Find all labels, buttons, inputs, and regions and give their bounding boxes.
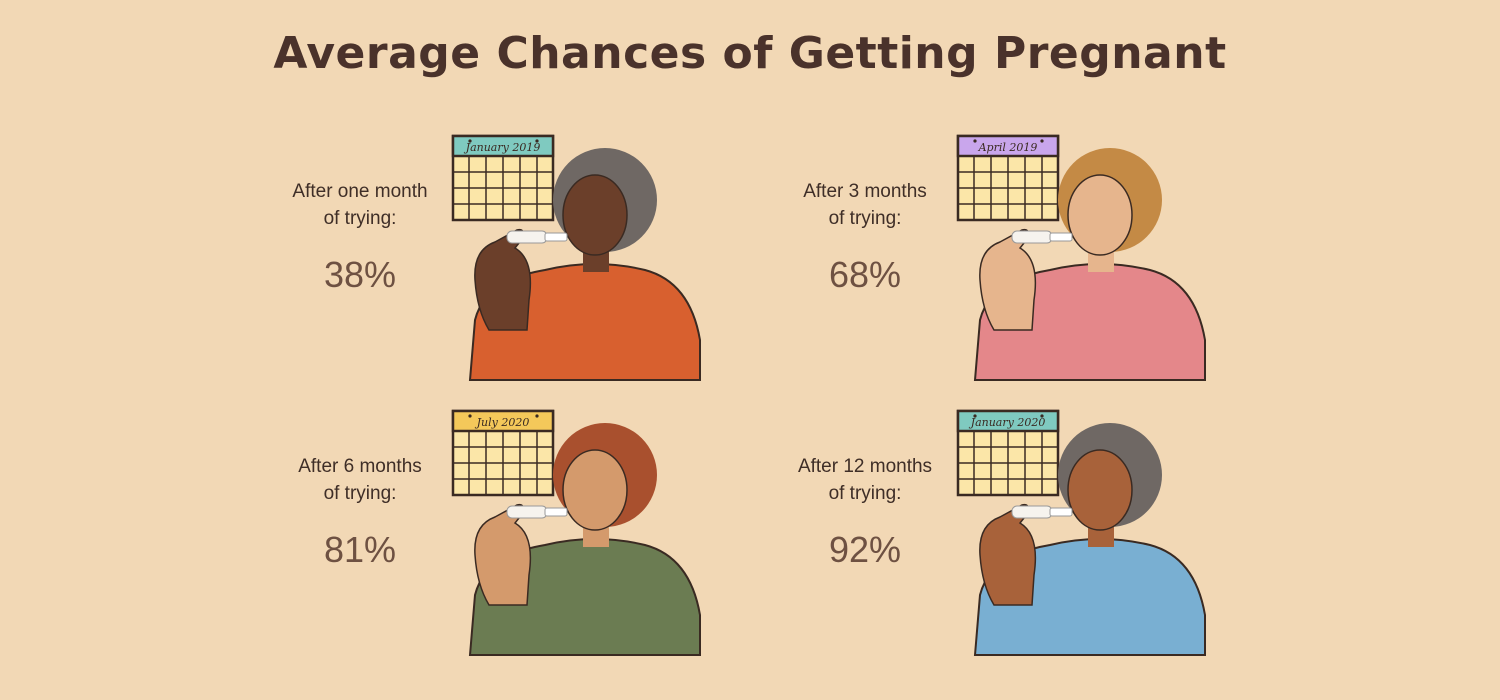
stat-panel-3: After 6 months of trying: 81% July 2020 [265, 405, 765, 665]
pregnancy-test-icon [1011, 230, 1073, 244]
stat-panel-4: After 12 months of trying: 92% January 2… [770, 405, 1270, 665]
calendar-icon: January 2020 [956, 409, 1060, 497]
stat-label-line1: After one month [292, 181, 428, 202]
stat-label-line2: of trying: [323, 483, 397, 504]
stat-panel-2: After 3 months of trying: 68% April 2019 [770, 130, 1270, 390]
calendar-icon: January 2019 [451, 134, 555, 222]
woman-with-pregnancy-test-illustration: July 2020 [451, 409, 701, 656]
stat-label-line1: After 3 months [803, 181, 927, 202]
woman-with-pregnancy-test-illustration: April 2019 [956, 134, 1206, 381]
stat-label-line1: After 6 months [298, 456, 422, 477]
woman-with-pregnancy-test-illustration: January 2019 [451, 134, 701, 381]
stat-label-line2: of trying: [828, 208, 902, 229]
stat-label-line2: of trying: [323, 208, 397, 229]
stat-label: After 12 months of trying: [780, 453, 950, 507]
stat-percent: 38% [323, 254, 397, 295]
pregnancy-test-icon [506, 505, 568, 519]
svg-text:April 2019: April 2019 [978, 141, 1038, 154]
stat-label: After one month of trying: [275, 178, 445, 232]
stat-label: After 3 months of trying: [780, 178, 950, 232]
stat-label-line2: of trying: [828, 483, 902, 504]
svg-text:July 2020: July 2020 [475, 416, 530, 429]
svg-text:January 2020: January 2020 [969, 416, 1046, 429]
page-title: Average Chances of Getting Pregnant [273, 28, 1227, 79]
stat-percent: 81% [323, 529, 397, 570]
woman-with-pregnancy-test-illustration: January 2020 [956, 409, 1206, 656]
pregnancy-test-icon [1011, 505, 1073, 519]
pregnancy-test-icon [506, 230, 568, 244]
svg-text:January 2019: January 2019 [464, 141, 541, 154]
calendar-icon: April 2019 [956, 134, 1060, 222]
stat-label-line1: After 12 months [797, 456, 933, 477]
calendar-icon: July 2020 [451, 409, 555, 497]
stat-percent: 92% [828, 529, 902, 570]
stat-percent: 68% [828, 254, 902, 295]
stat-panel-1: After one month of trying: 38% January 2… [265, 130, 765, 390]
stat-label: After 6 months of trying: [275, 453, 445, 507]
